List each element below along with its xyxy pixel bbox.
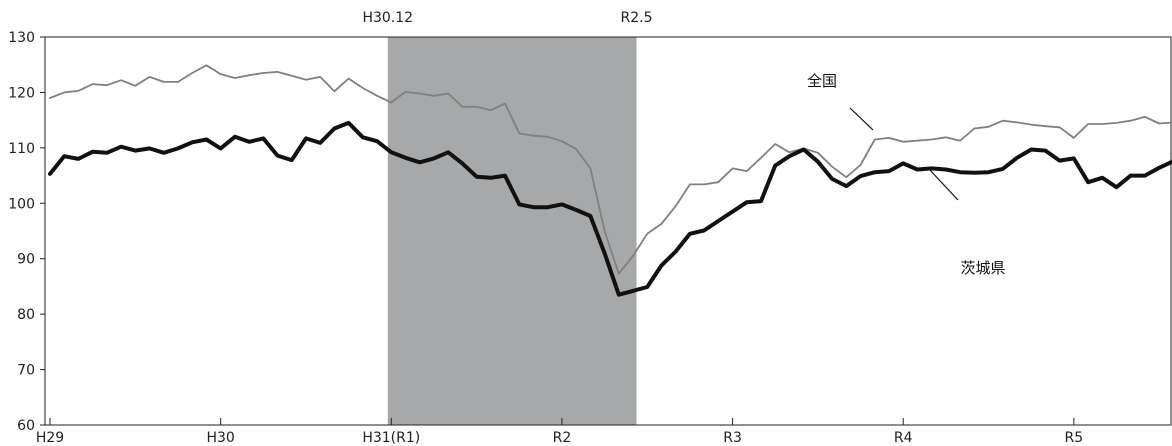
x-tick-label: R2 [553,430,572,446]
leader-line-1 [849,107,874,131]
shade-end-label: R2.5 [621,10,653,26]
plot-frame [44,36,1172,426]
series-label-2: 茨城県 [960,259,1005,277]
x-tick-label: H31(R1) [362,430,420,446]
shaded-period-layer: H30.12 R2.5 [362,10,653,425]
x-tick-label: R3 [723,430,742,446]
x-tick-label: H30 [206,430,234,446]
y-tick-label: 100 [8,196,35,212]
series-label-1: 全国 [807,72,837,90]
axes: 60 70 80 90 100 110 120 130 H29 H30 H31(R1) R2 R3 R4 R… [8,30,1172,446]
shade-start-label: H30.12 [362,10,413,26]
y-tick-label: 60 [17,418,35,434]
leader-line-2 [927,167,959,201]
y-tick-label: 130 [8,30,35,46]
x-tick-label: R5 [1065,430,1084,446]
y-tick-label: 80 [17,307,35,323]
y-tick-label: 120 [8,85,35,101]
y-tick-label: 110 [8,141,35,157]
x-tick-label: R4 [894,430,913,446]
y-tick-label: 90 [17,252,35,268]
series-line-1 [49,64,1172,275]
series-line-2 [48,120,1172,297]
series-layer [48,64,1172,297]
y-tick-label: 70 [17,363,35,379]
x-tick-label: H29 [36,430,64,446]
